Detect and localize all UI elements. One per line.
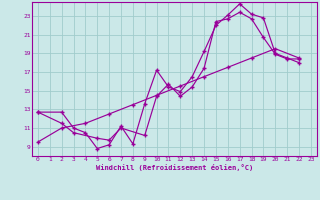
X-axis label: Windchill (Refroidissement éolien,°C): Windchill (Refroidissement éolien,°C): [96, 164, 253, 171]
